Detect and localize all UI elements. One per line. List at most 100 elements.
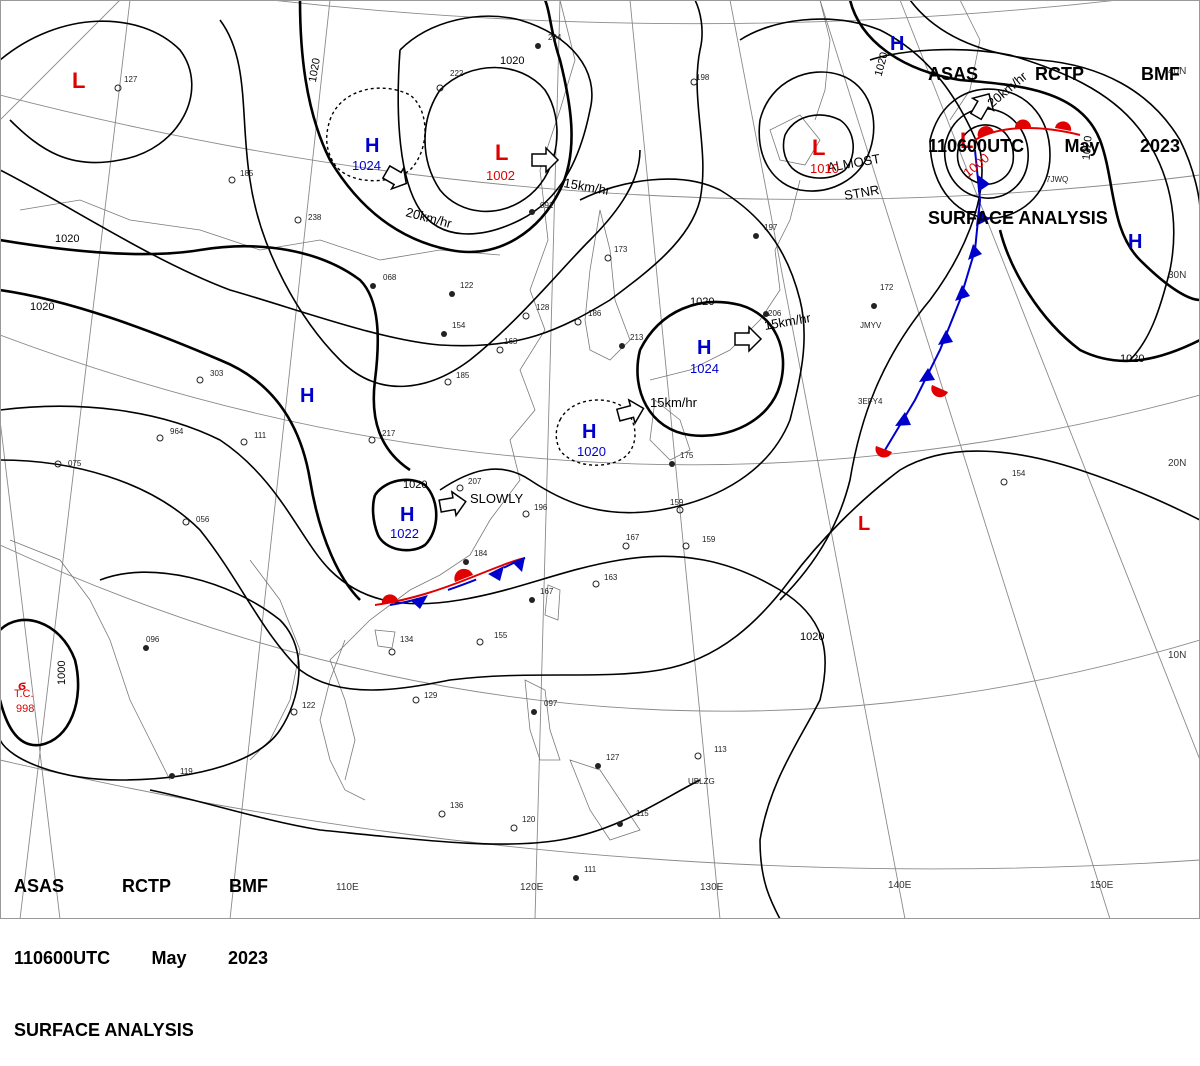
isobar	[0, 450, 1200, 691]
graticule-labels: 40N 30N 20N 10N 110E 120E 130E 140E 150E	[336, 66, 1186, 893]
isobar	[0, 405, 826, 919]
station-plot: 136	[438, 801, 464, 818]
station-plot: 075	[54, 459, 82, 468]
svg-text:096: 096	[146, 635, 160, 644]
chart-header-bottom: ASAS RCTP BMF 110600UTC May 2023 SURFACE…	[14, 826, 268, 1066]
pressure-centers: L H 1024 L 1002 L 1010 L 1000 H H H H 10…	[72, 33, 1142, 541]
svg-text:167: 167	[540, 587, 554, 596]
station-plot: 115	[617, 809, 649, 827]
isobar	[0, 288, 361, 601]
isobar	[998, 229, 1200, 363]
surface-analysis-map: 40N 30N 20N 10N 110E 120E 130E 140E 150E	[0, 0, 1200, 919]
station-plot: 127	[595, 753, 620, 769]
valid-time: 110600UTC	[928, 136, 1025, 156]
motion-arrow-icon	[531, 146, 560, 174]
year: 2023	[227, 948, 268, 968]
header-line-1: ASAS RCTP BMF	[928, 62, 1180, 86]
station-plot: 207	[456, 477, 482, 492]
meridian-140e	[729, 0, 906, 919]
month: May	[1064, 136, 1100, 156]
svg-text:159: 159	[702, 535, 716, 544]
agency-code: ASAS	[928, 64, 979, 84]
station-plot: 134	[388, 635, 414, 656]
station-code: RCTP	[1035, 64, 1084, 84]
svg-text:175: 175	[680, 451, 694, 460]
office-code: BMF	[228, 876, 268, 896]
cold-front	[884, 149, 982, 451]
tropical-cyclone: ϭ T.C. 998	[14, 677, 34, 715]
svg-text:222: 222	[450, 69, 464, 78]
isobar-label: 1000	[56, 661, 68, 685]
lon-label-130e: 130E	[700, 882, 724, 893]
hainan	[374, 629, 396, 649]
svg-text:238: 238	[308, 213, 322, 222]
svg-text:167: 167	[626, 533, 640, 542]
isobars	[0, 0, 1200, 919]
india-bay	[9, 539, 171, 781]
mongolia-border	[19, 199, 501, 261]
station-plot: 091	[529, 201, 554, 215]
philippines-luzon	[524, 679, 561, 761]
svg-text:097: 097	[544, 699, 558, 708]
station-plot: 173	[604, 245, 628, 262]
station-plot: 172	[871, 283, 894, 309]
isobar	[0, 20, 193, 164]
kamchatka	[949, 0, 981, 121]
latitude-line-30n	[0, 94, 1200, 200]
svg-text:115: 115	[636, 809, 649, 818]
stationary-front-symbols	[381, 557, 525, 609]
svg-text:217: 217	[382, 429, 396, 438]
svg-text:964: 964	[170, 427, 184, 436]
low-center: L	[812, 135, 825, 160]
svg-text:163: 163	[604, 573, 618, 582]
station-plot: 303	[196, 369, 224, 384]
station-plot: 197	[753, 223, 778, 239]
isobar-label: 1020	[800, 631, 824, 643]
product-title: SURFACE ANALYSIS	[928, 208, 1108, 228]
taiwan	[544, 584, 561, 621]
isobar-labels: 1020 1020 1020 1020 1020 1020 1020 1020 …	[30, 51, 1144, 685]
isobar	[439, 178, 805, 514]
meridian-90e	[0, 0, 121, 121]
svg-text:173: 173	[614, 245, 628, 254]
high-center: H	[365, 135, 379, 157]
svg-text:113: 113	[714, 745, 727, 754]
isobar	[371, 478, 438, 552]
isobar-label: 1020	[307, 57, 323, 83]
svg-text:163: 163	[504, 337, 518, 346]
low-pressure-value: 1002	[486, 168, 515, 183]
svg-text:122: 122	[302, 701, 316, 710]
station-id: 3EFY4	[858, 397, 883, 406]
station-plot: 204	[535, 33, 562, 49]
lat-label-10n: 10N	[1168, 650, 1186, 661]
high-pressure-value: 1020	[577, 444, 606, 459]
low-center: L	[960, 128, 973, 153]
cold-front-triangles	[895, 175, 990, 426]
isobar-label: 1020	[55, 233, 79, 245]
svg-text:119: 119	[180, 767, 193, 776]
station-plot: 119	[169, 767, 193, 779]
motion-speed-label: STNR	[843, 182, 880, 203]
station-plot: 159	[682, 535, 716, 550]
svg-text:075: 075	[68, 459, 82, 468]
latitude-line-0	[0, 759, 1200, 870]
high-center: H	[697, 337, 711, 359]
motion-speed-label: 15km/hr	[650, 395, 698, 410]
station-plot: 175	[669, 451, 694, 467]
motion-arrow-icon	[969, 92, 995, 121]
japan-kyushu	[649, 399, 691, 461]
meridian-160e	[899, 0, 1200, 761]
high-pressure-value: 1022	[390, 526, 419, 541]
svg-text:111: 111	[584, 865, 597, 874]
station-plot: 113	[694, 745, 727, 760]
svg-text:136: 136	[450, 801, 464, 810]
svg-text:129: 129	[424, 691, 438, 700]
svg-text:068: 068	[383, 273, 397, 282]
latitude-line-40n	[267, 0, 1123, 25]
isobar	[0, 618, 80, 747]
svg-text:127: 127	[606, 753, 620, 762]
low-center: L	[858, 513, 870, 535]
station-plot: 167	[529, 587, 554, 603]
station-plot: 167	[622, 533, 640, 550]
station-id-labels: JMYV 3EFY4 UBLZG 7JWQ	[688, 175, 1068, 786]
